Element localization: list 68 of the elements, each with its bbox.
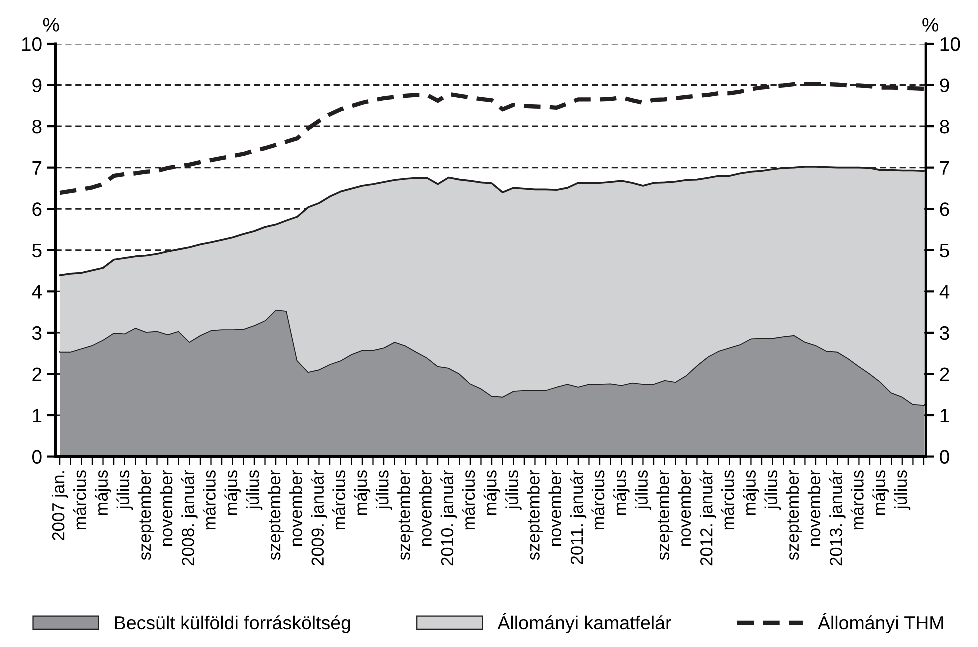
y-tick-label: 8 <box>32 120 42 134</box>
x-tick-label: március <box>721 470 734 530</box>
y2-tick-label: 10 <box>940 37 960 52</box>
y2-tick-label: 3 <box>940 326 950 340</box>
x-tick-label: május <box>872 470 890 516</box>
x-tick-label: szeptember <box>138 470 155 560</box>
y-tick-label: 10 <box>22 37 42 52</box>
y-tick-label: 2 <box>32 368 42 382</box>
x-tick-label: július <box>505 470 522 510</box>
x-tick-label: 2010. január <box>440 470 458 566</box>
y2-tick-label: 0 <box>940 450 950 464</box>
y-tick-label: 4 <box>32 285 42 299</box>
legend-label: Becsült külföldi forrásköltség <box>115 616 350 634</box>
x-tick-label: július <box>246 470 263 510</box>
x-tick-label: szeptember <box>398 470 414 560</box>
x-tick-label: 2011. január <box>570 470 587 564</box>
x-tick-label: szeptember <box>656 470 673 560</box>
x-tick-label: november <box>548 470 562 546</box>
y-tick-label: 9 <box>32 78 42 93</box>
x-tick-label: március <box>73 470 86 530</box>
y2-axis-title: % <box>922 18 939 32</box>
x-tick-label: május <box>224 470 242 516</box>
x-tick-label: november <box>678 470 692 546</box>
legend-label: Állományi THM <box>818 613 944 634</box>
x-tick-label: november <box>160 470 173 546</box>
x-tick-label: 2008. január <box>181 470 198 566</box>
legend-label: Állományi kamatfelár <box>498 613 672 634</box>
x-tick-label: november <box>808 470 821 546</box>
y-tick-label: 0 <box>32 450 42 464</box>
y2-tick-label: 5 <box>940 244 950 258</box>
y-axis-title: % <box>43 18 60 32</box>
x-tick-label: 2009. január <box>311 470 328 566</box>
x-tick-label: május <box>484 470 500 516</box>
x-tick-label: május <box>95 470 112 516</box>
y2-tick-label: 1 <box>940 409 950 423</box>
x-tick-label: szeptember <box>527 470 544 560</box>
y2-tick-label: 2 <box>940 368 950 382</box>
x-tick-label: július <box>635 470 652 510</box>
y2-tick-label: 9 <box>940 78 950 93</box>
y2-tick-label: 4 <box>940 285 950 299</box>
x-tick-label: 2007 jan. <box>52 472 68 541</box>
x-tick-label: május <box>354 470 371 516</box>
x-tick-label: március <box>332 470 346 530</box>
y-tick-label: 3 <box>32 326 42 340</box>
x-tick-label: július <box>116 470 134 510</box>
x-tick-label: november <box>290 470 302 546</box>
x-tick-label: március <box>202 470 216 530</box>
x-tick-label: 2013. január <box>829 470 846 566</box>
line-series <box>58 82 926 196</box>
y-tick-label: 6 <box>32 202 42 216</box>
x-tick-label: július <box>376 470 392 510</box>
x-tick-label: július <box>894 470 911 510</box>
y-tick-label: 1 <box>33 409 42 423</box>
x-tick-label: március <box>462 470 476 530</box>
y2-tick-label: 8 <box>940 120 950 134</box>
y2-tick-label: 6 <box>940 202 950 216</box>
x-tick-label: 2012. január <box>700 470 716 566</box>
x-tick-label: november <box>419 470 432 546</box>
y-tick-label: 5 <box>32 244 42 258</box>
x-tick-label: március <box>850 470 864 530</box>
x-tick-label: március <box>592 470 605 530</box>
y-tick-label: 7 <box>32 162 42 175</box>
x-tick-label: május <box>743 470 760 516</box>
y2-tick-label: 7 <box>940 162 950 175</box>
x-tick-label: május <box>613 470 630 516</box>
x-tick-label: július <box>764 470 782 510</box>
x-tick-label: szeptember <box>268 470 284 560</box>
x-tick-label: szeptember <box>786 470 803 560</box>
